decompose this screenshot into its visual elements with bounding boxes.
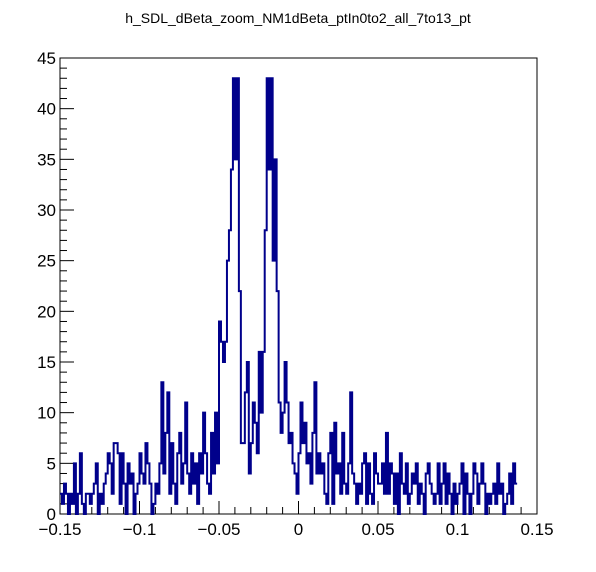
axes-frame <box>59 57 538 515</box>
series-layer <box>60 77 518 515</box>
y-tick-label: 25 <box>37 252 56 271</box>
plot-frame <box>59 57 538 515</box>
chart-title: h_SDL_dBeta_zoom_NM1dBeta_ptIn0to2_all_7… <box>125 10 471 26</box>
x-tick-label: −0.05 <box>197 520 240 539</box>
y-tick-label: 30 <box>37 201 56 220</box>
tick-labels: −0.15 −0.1 −0.05 0 0.05 0.1 0.15 0 5 10 15 20 25 30 35… <box>37 49 553 539</box>
x-tick-label: −0.1 <box>123 520 157 539</box>
y-tick-label: 0 <box>47 505 56 524</box>
x-tick-label: 0.15 <box>520 520 553 539</box>
y-tick-label: 35 <box>37 150 56 169</box>
x-tick-label: −0.15 <box>38 520 81 539</box>
y-tick-label: 20 <box>37 302 56 321</box>
x-tick-label: 0 <box>294 520 303 539</box>
x-tick-label: 0.05 <box>361 520 394 539</box>
y-tick-label: 40 <box>37 100 56 119</box>
histogram-series-line <box>60 77 518 515</box>
y-tick-label: 10 <box>37 404 56 423</box>
y-tick-label: 15 <box>37 353 56 372</box>
x-tick-label: 0.1 <box>446 520 470 539</box>
y-tick-label: 45 <box>37 49 56 68</box>
ticks-layer <box>59 57 538 515</box>
y-tick-label: 5 <box>47 454 56 473</box>
